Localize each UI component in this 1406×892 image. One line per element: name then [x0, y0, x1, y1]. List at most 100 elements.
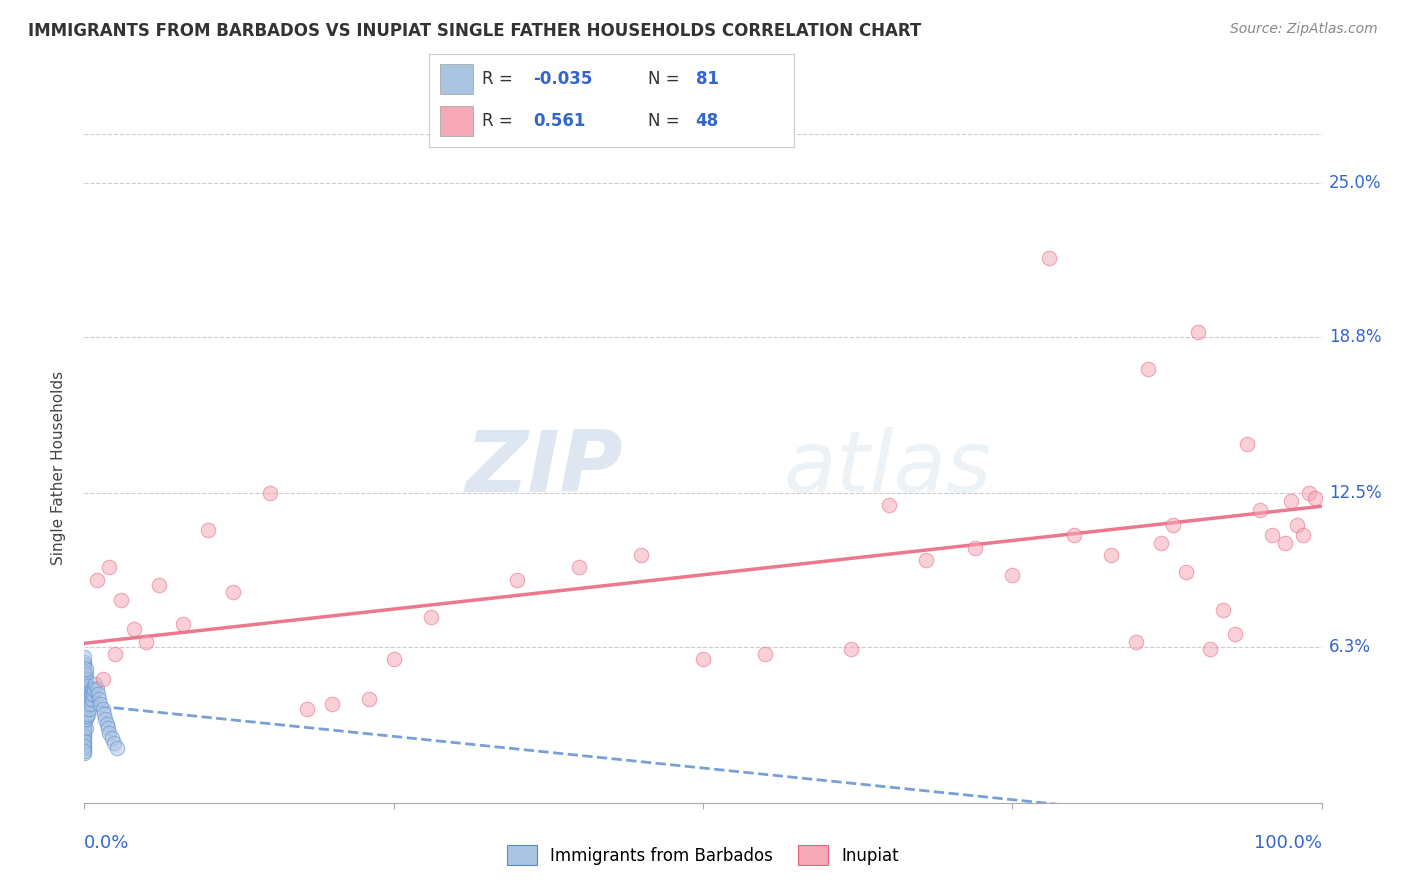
Point	[75, 687, 97, 701]
Point	[357, 691, 380, 706]
Point	[1212, 602, 1234, 616]
Point	[1125, 634, 1147, 648]
Point	[98, 560, 121, 574]
Point	[1174, 566, 1197, 580]
Text: ZIP: ZIP	[465, 426, 623, 510]
Point	[73, 694, 96, 708]
Point	[86, 681, 108, 696]
Point	[73, 736, 96, 750]
Point	[568, 560, 591, 574]
Point	[73, 667, 96, 681]
Point	[73, 657, 96, 671]
Point	[73, 674, 96, 689]
Point	[1236, 436, 1258, 450]
Point	[73, 704, 96, 718]
Point	[965, 541, 987, 555]
Point	[73, 716, 96, 731]
Point	[87, 687, 110, 701]
Point	[96, 716, 118, 731]
Point	[197, 523, 219, 537]
Text: 18.8%: 18.8%	[1329, 328, 1381, 346]
Point	[77, 687, 100, 701]
Point	[105, 741, 128, 756]
Text: 12.5%: 12.5%	[1329, 484, 1381, 502]
Point	[73, 731, 96, 746]
Point	[76, 699, 98, 714]
Y-axis label: Single Father Households: Single Father Households	[51, 371, 66, 566]
Point	[73, 723, 96, 738]
Point	[1099, 548, 1122, 562]
Point	[93, 706, 115, 721]
Text: Source: ZipAtlas.com: Source: ZipAtlas.com	[1230, 22, 1378, 37]
Point	[77, 706, 100, 721]
Bar	[440, 64, 472, 94]
Point	[76, 690, 98, 704]
Point	[110, 592, 132, 607]
Point	[135, 634, 157, 648]
Point	[1285, 518, 1308, 533]
Point	[1274, 535, 1296, 549]
Point	[1223, 627, 1246, 641]
Point	[222, 585, 245, 599]
Point	[1298, 486, 1320, 500]
Point	[506, 573, 529, 587]
Point	[630, 548, 652, 562]
Text: IMMIGRANTS FROM BARBADOS VS INUPIAT SINGLE FATHER HOUSEHOLDS CORRELATION CHART: IMMIGRANTS FROM BARBADOS VS INUPIAT SING…	[28, 22, 921, 40]
Point	[75, 667, 97, 681]
Point	[73, 679, 96, 693]
Point	[75, 677, 97, 691]
Point	[75, 712, 97, 726]
Point	[73, 734, 96, 748]
Point	[91, 672, 114, 686]
Point	[77, 697, 100, 711]
Point	[73, 681, 96, 696]
Text: 100.0%: 100.0%	[1254, 834, 1322, 852]
Point	[75, 722, 97, 736]
Point	[79, 687, 101, 701]
Point	[73, 726, 96, 740]
Text: N =: N =	[648, 112, 679, 130]
Point	[79, 697, 101, 711]
Text: 6.3%: 6.3%	[1329, 638, 1371, 656]
Point	[76, 679, 98, 693]
Point	[75, 701, 97, 715]
Point	[122, 623, 145, 637]
Point	[73, 649, 96, 664]
Point	[83, 681, 105, 696]
Point	[82, 687, 104, 701]
Point	[692, 652, 714, 666]
Point	[73, 714, 96, 728]
Point	[75, 691, 97, 706]
Point	[1292, 528, 1315, 542]
Legend: Immigrants from Barbados, Inupiat: Immigrants from Barbados, Inupiat	[501, 838, 905, 871]
Point	[79, 701, 101, 715]
Point	[321, 697, 343, 711]
Point	[1261, 528, 1284, 542]
Point	[73, 729, 96, 743]
Text: 25.0%: 25.0%	[1329, 174, 1381, 193]
Point	[73, 672, 96, 686]
Point	[86, 573, 108, 587]
Point	[148, 578, 170, 592]
Point	[1137, 362, 1160, 376]
Point	[73, 739, 96, 753]
Point	[73, 719, 96, 733]
Point	[73, 706, 96, 721]
Point	[89, 691, 111, 706]
Point	[841, 642, 863, 657]
Point	[98, 726, 121, 740]
Point	[259, 486, 281, 500]
Point	[914, 553, 936, 567]
Point	[73, 669, 96, 683]
Text: 81: 81	[696, 70, 718, 87]
Point	[1038, 251, 1060, 265]
Point	[1150, 535, 1173, 549]
Point	[1305, 491, 1327, 505]
Point	[1279, 493, 1302, 508]
Point	[75, 697, 97, 711]
Point	[103, 736, 125, 750]
Point	[76, 709, 98, 723]
Bar	[440, 106, 472, 136]
Text: N =: N =	[648, 70, 679, 87]
Point	[382, 652, 405, 666]
